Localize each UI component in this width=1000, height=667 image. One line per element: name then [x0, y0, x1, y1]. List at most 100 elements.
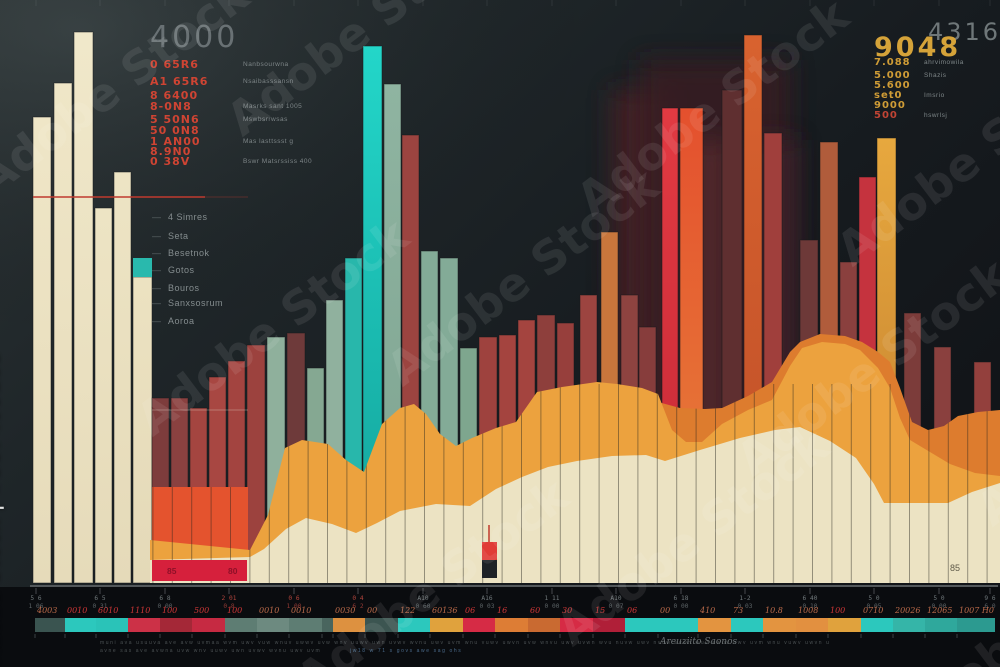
strip-segment — [398, 618, 430, 632]
strip-segment-label: 100 — [830, 606, 845, 615]
axis-tick-sublabel: 0 03 — [480, 603, 495, 610]
strip-segment — [289, 618, 322, 632]
strip-segment — [192, 618, 225, 632]
strip-segment — [495, 618, 528, 632]
strip-segment-label: 100 — [162, 606, 177, 615]
strip-segment — [463, 618, 495, 632]
strip-segment-label: 500 — [194, 606, 209, 615]
axis-tick-label: 2 01 — [222, 595, 237, 602]
axis-tick-sublabel: 0 05 — [867, 603, 882, 610]
strip-segment — [763, 618, 796, 632]
strip-segment-label: 1008 — [798, 606, 818, 615]
strip-segment-label: 1110 — [130, 606, 150, 615]
strip-segment-label: 06 — [627, 606, 637, 615]
axis-tick-sublabel: 1 06 — [29, 603, 44, 610]
strip-segment — [861, 618, 893, 632]
strip-segment-label: 410 — [699, 606, 715, 615]
axis-tick-sublabel: 6 0 — [984, 603, 995, 610]
strip-segment-label: 00 — [660, 606, 670, 615]
axis-tick-sublabel: 1 00 — [287, 603, 302, 610]
axis-tick-label: A10 — [417, 595, 428, 602]
axis-tick-sublabel: 0 03 — [738, 603, 753, 610]
red-block-label: 85 — [167, 566, 177, 576]
axis-tick-label: 9 6 — [984, 595, 995, 602]
strip-segment-label: 0010 — [67, 606, 87, 615]
strip-segment — [65, 618, 96, 632]
strip-segment — [698, 618, 731, 632]
strip-segment-label: 06 — [465, 606, 475, 615]
strip-segment — [658, 618, 698, 632]
axis-tick-label: 6 5 — [94, 595, 105, 602]
strip-segment — [957, 618, 995, 632]
strip-segment — [925, 618, 957, 632]
strip-segment — [593, 618, 625, 632]
bar — [132, 276, 153, 584]
strip-segment-label: 100 — [227, 606, 242, 615]
strip-segment — [560, 618, 593, 632]
axis-tick-sublabel: 0 00 — [674, 603, 689, 610]
strip-segment — [128, 618, 160, 632]
red-block-label: 80 — [228, 566, 238, 576]
axis-tick-sublabel: 6 2 — [352, 603, 363, 610]
strip-segment — [322, 618, 333, 632]
axis-tick-label: 5 0 — [933, 595, 944, 602]
teal-cap-segment — [133, 258, 152, 277]
red-block — [152, 560, 247, 581]
candle-dark — [482, 560, 497, 578]
strip-segment-label: 73 — [733, 606, 743, 615]
area-layer-cream — [150, 427, 1000, 583]
strip-segment — [225, 618, 257, 632]
axis-tick-label: A10 — [610, 595, 621, 602]
strip-segment-label: 0010 — [291, 606, 311, 615]
axis-tick-sublabel: 0 60 — [416, 603, 431, 610]
strip-segment-label: 20026 — [894, 606, 920, 615]
axis-tick-sublabel: 0 10 — [803, 603, 818, 610]
strip-segment — [796, 618, 828, 632]
strip-segment — [430, 618, 463, 632]
strip-segment-label: 15 — [595, 606, 605, 615]
strip-segment-label: 0030 — [335, 606, 355, 615]
axis-tick-label: 1-2 — [739, 595, 750, 602]
strip-segment-label: 6010 — [98, 606, 118, 615]
strip-segment-label: 30 — [562, 606, 572, 615]
strip-segment — [828, 618, 861, 632]
strip-segment-label: 00 — [367, 606, 377, 615]
strip-segment-label: 1007 H0 — [959, 606, 994, 615]
axis-tick-label: 1 11 — [545, 595, 560, 602]
cream-area-label: 85 — [950, 563, 960, 573]
strip-segment — [365, 618, 398, 632]
strip-segment — [257, 618, 289, 632]
strip-segment — [625, 618, 658, 632]
strip-segment-label: 0710 — [863, 606, 883, 615]
strip-segment-label: 12065 — [927, 606, 952, 615]
strip-segment-label: 16 — [497, 606, 507, 615]
axis-tick-label: 5 0 — [868, 595, 879, 602]
axis-tick-sublabel: 0 07 — [609, 603, 624, 610]
strip-segment — [528, 618, 560, 632]
strip-segment-label: 0010 — [259, 606, 279, 615]
bar — [113, 171, 132, 584]
axis-tick-sublabel: 0 00 — [545, 603, 560, 610]
axis-tick-label: A16 — [481, 595, 492, 602]
strip-segment-label: 60 — [530, 606, 540, 615]
strip-segment-label: 10.8 — [765, 606, 783, 615]
axis-tick-sublabel: 0 8 — [223, 603, 234, 610]
axis-tick-label: 5 6 — [30, 595, 41, 602]
strip-segment-label: 122 — [400, 606, 415, 615]
bar — [94, 207, 113, 584]
strip-segment-label: 4003 — [36, 606, 57, 615]
axis-tick-sublabel: 0 31 — [93, 603, 108, 610]
candle-red — [482, 542, 497, 560]
strip-segment — [333, 618, 365, 632]
axis-tick-label: 0 6 — [288, 595, 299, 602]
axis-tick-sublabel: 0 00 — [932, 603, 947, 610]
strip-segment — [96, 618, 128, 632]
strip-segment — [160, 618, 192, 632]
strip-segment-label: 60136 — [432, 606, 457, 615]
axis-tick-label: 0 4 — [352, 595, 363, 602]
bar — [32, 116, 52, 584]
axis-tick-label: 6 8 — [159, 595, 170, 602]
axis-tick-label: 6 40 — [803, 595, 818, 602]
